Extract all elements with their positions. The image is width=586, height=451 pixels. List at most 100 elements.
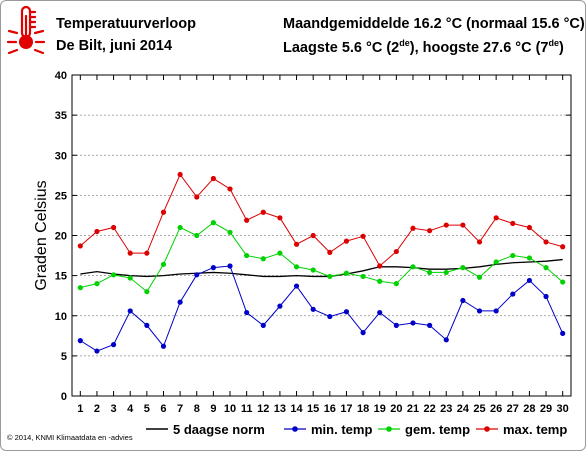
data-point-mean: [310, 267, 316, 273]
data-point-max: [526, 224, 533, 231]
data-point-max: [77, 243, 83, 249]
data-point-max: [194, 194, 200, 200]
data-point-max: [377, 263, 383, 269]
x-tick-label: 27: [507, 403, 519, 415]
data-point-mean: [343, 270, 350, 276]
data-point-max: [543, 239, 549, 245]
data-point-mean: [293, 264, 300, 270]
data-point-max: [460, 222, 466, 228]
data-point-min: [94, 348, 100, 354]
data-point-min: [310, 306, 316, 312]
data-point-min: [194, 272, 200, 278]
data-point-mean: [244, 252, 250, 259]
data-point-max: [393, 248, 399, 255]
data-point-mean: [177, 224, 183, 231]
x-tick-label: 7: [177, 403, 183, 415]
x-tick-label: 8: [194, 403, 200, 415]
y-tick-label: 10: [55, 311, 67, 323]
legend-label-max: max. temp: [503, 422, 567, 437]
legend-label-norm: 5 daagse norm: [173, 422, 265, 437]
y-tick-label: 35: [55, 110, 67, 122]
data-point-max: [227, 186, 233, 192]
x-tick-label: 1: [77, 403, 83, 415]
x-tick-label: 17: [340, 403, 352, 415]
x-tick-label: 24: [457, 403, 470, 415]
chart-title: Temperatuurverloop: [56, 16, 196, 32]
x-tick-label: 23: [440, 403, 452, 415]
data-point-mean: [77, 285, 83, 291]
data-point-min: [493, 308, 499, 314]
extremes-sup-1: de: [399, 38, 410, 48]
series-line-norm: [80, 258, 563, 278]
data-point-max: [560, 244, 566, 250]
data-point-max: [293, 241, 300, 247]
data-point-max: [360, 233, 366, 239]
series-line-mean: [80, 222, 564, 293]
data-point-mean: [160, 261, 167, 267]
data-point-min: [177, 299, 183, 305]
legend-marker-mean: [386, 426, 392, 432]
data-point-mean: [194, 232, 200, 239]
data-point-min: [110, 342, 117, 348]
data-point-mean: [560, 279, 566, 285]
data-point-max: [210, 175, 216, 182]
data-point-min: [327, 313, 333, 320]
x-tick-label: 10: [224, 403, 236, 415]
data-point-max: [277, 215, 283, 221]
data-point-min: [160, 343, 167, 349]
data-point-min: [410, 320, 416, 326]
data-point-mean: [144, 289, 150, 295]
data-point-min: [443, 337, 449, 343]
copyright-text: © 2014, KNMI Klimaatdata en -advies: [7, 433, 133, 442]
data-point-mean: [427, 269, 433, 276]
data-point-max: [476, 239, 483, 245]
x-tick-label: 19: [374, 403, 386, 415]
data-point-max: [160, 209, 167, 215]
data-point-mean: [543, 265, 549, 271]
legend-marker-max: [484, 426, 490, 432]
data-point-max: [493, 215, 499, 221]
legend-label-mean: gem. temp: [405, 422, 470, 437]
data-point-max: [144, 250, 150, 256]
data-point-mean: [476, 274, 483, 280]
x-tick-label: 3: [111, 403, 117, 415]
data-point-mean: [260, 256, 266, 262]
data-point-max: [94, 228, 100, 235]
x-tick-label: 9: [210, 403, 216, 415]
data-point-max: [310, 232, 316, 239]
data-point-min: [127, 308, 133, 314]
data-point-max: [327, 249, 333, 255]
data-point-mean: [110, 272, 117, 278]
monthly-mean-text: Maandgemiddelde 16.2 °C (normaal 15.6 °C…: [283, 16, 585, 32]
x-tick-label: 2: [94, 403, 100, 415]
y-tick-label: 15: [55, 271, 67, 283]
data-point-min: [360, 330, 366, 336]
data-point-mean: [460, 265, 466, 271]
data-point-min: [427, 322, 433, 328]
y-tick-label: 5: [61, 351, 67, 363]
data-point-max: [443, 222, 449, 228]
data-point-max: [260, 209, 266, 215]
x-tick-label: 4: [127, 403, 134, 415]
data-point-max: [127, 250, 133, 256]
data-point-min: [277, 303, 283, 309]
data-point-max: [427, 228, 433, 234]
data-point-max: [410, 225, 416, 231]
data-point-min: [144, 322, 150, 328]
extremes-text: Laagste 5.6 °C (2de), hoogste 27.6 °C (7…: [283, 38, 564, 56]
y-tick-label: 20: [55, 231, 67, 243]
x-tick-label: 29: [540, 403, 552, 415]
data-point-max: [110, 224, 117, 231]
y-tick-label: 40: [55, 70, 67, 82]
data-point-min: [560, 330, 566, 337]
data-point-max: [177, 171, 183, 178]
legend-label-min: min. temp: [311, 422, 372, 437]
data-point-min: [77, 338, 83, 344]
x-tick-label: 26: [490, 403, 502, 415]
data-point-mean: [327, 273, 333, 280]
data-point-min: [260, 322, 266, 328]
x-tick-label: 18: [357, 403, 369, 415]
data-point-min: [343, 309, 350, 315]
data-point-mean: [443, 269, 449, 276]
